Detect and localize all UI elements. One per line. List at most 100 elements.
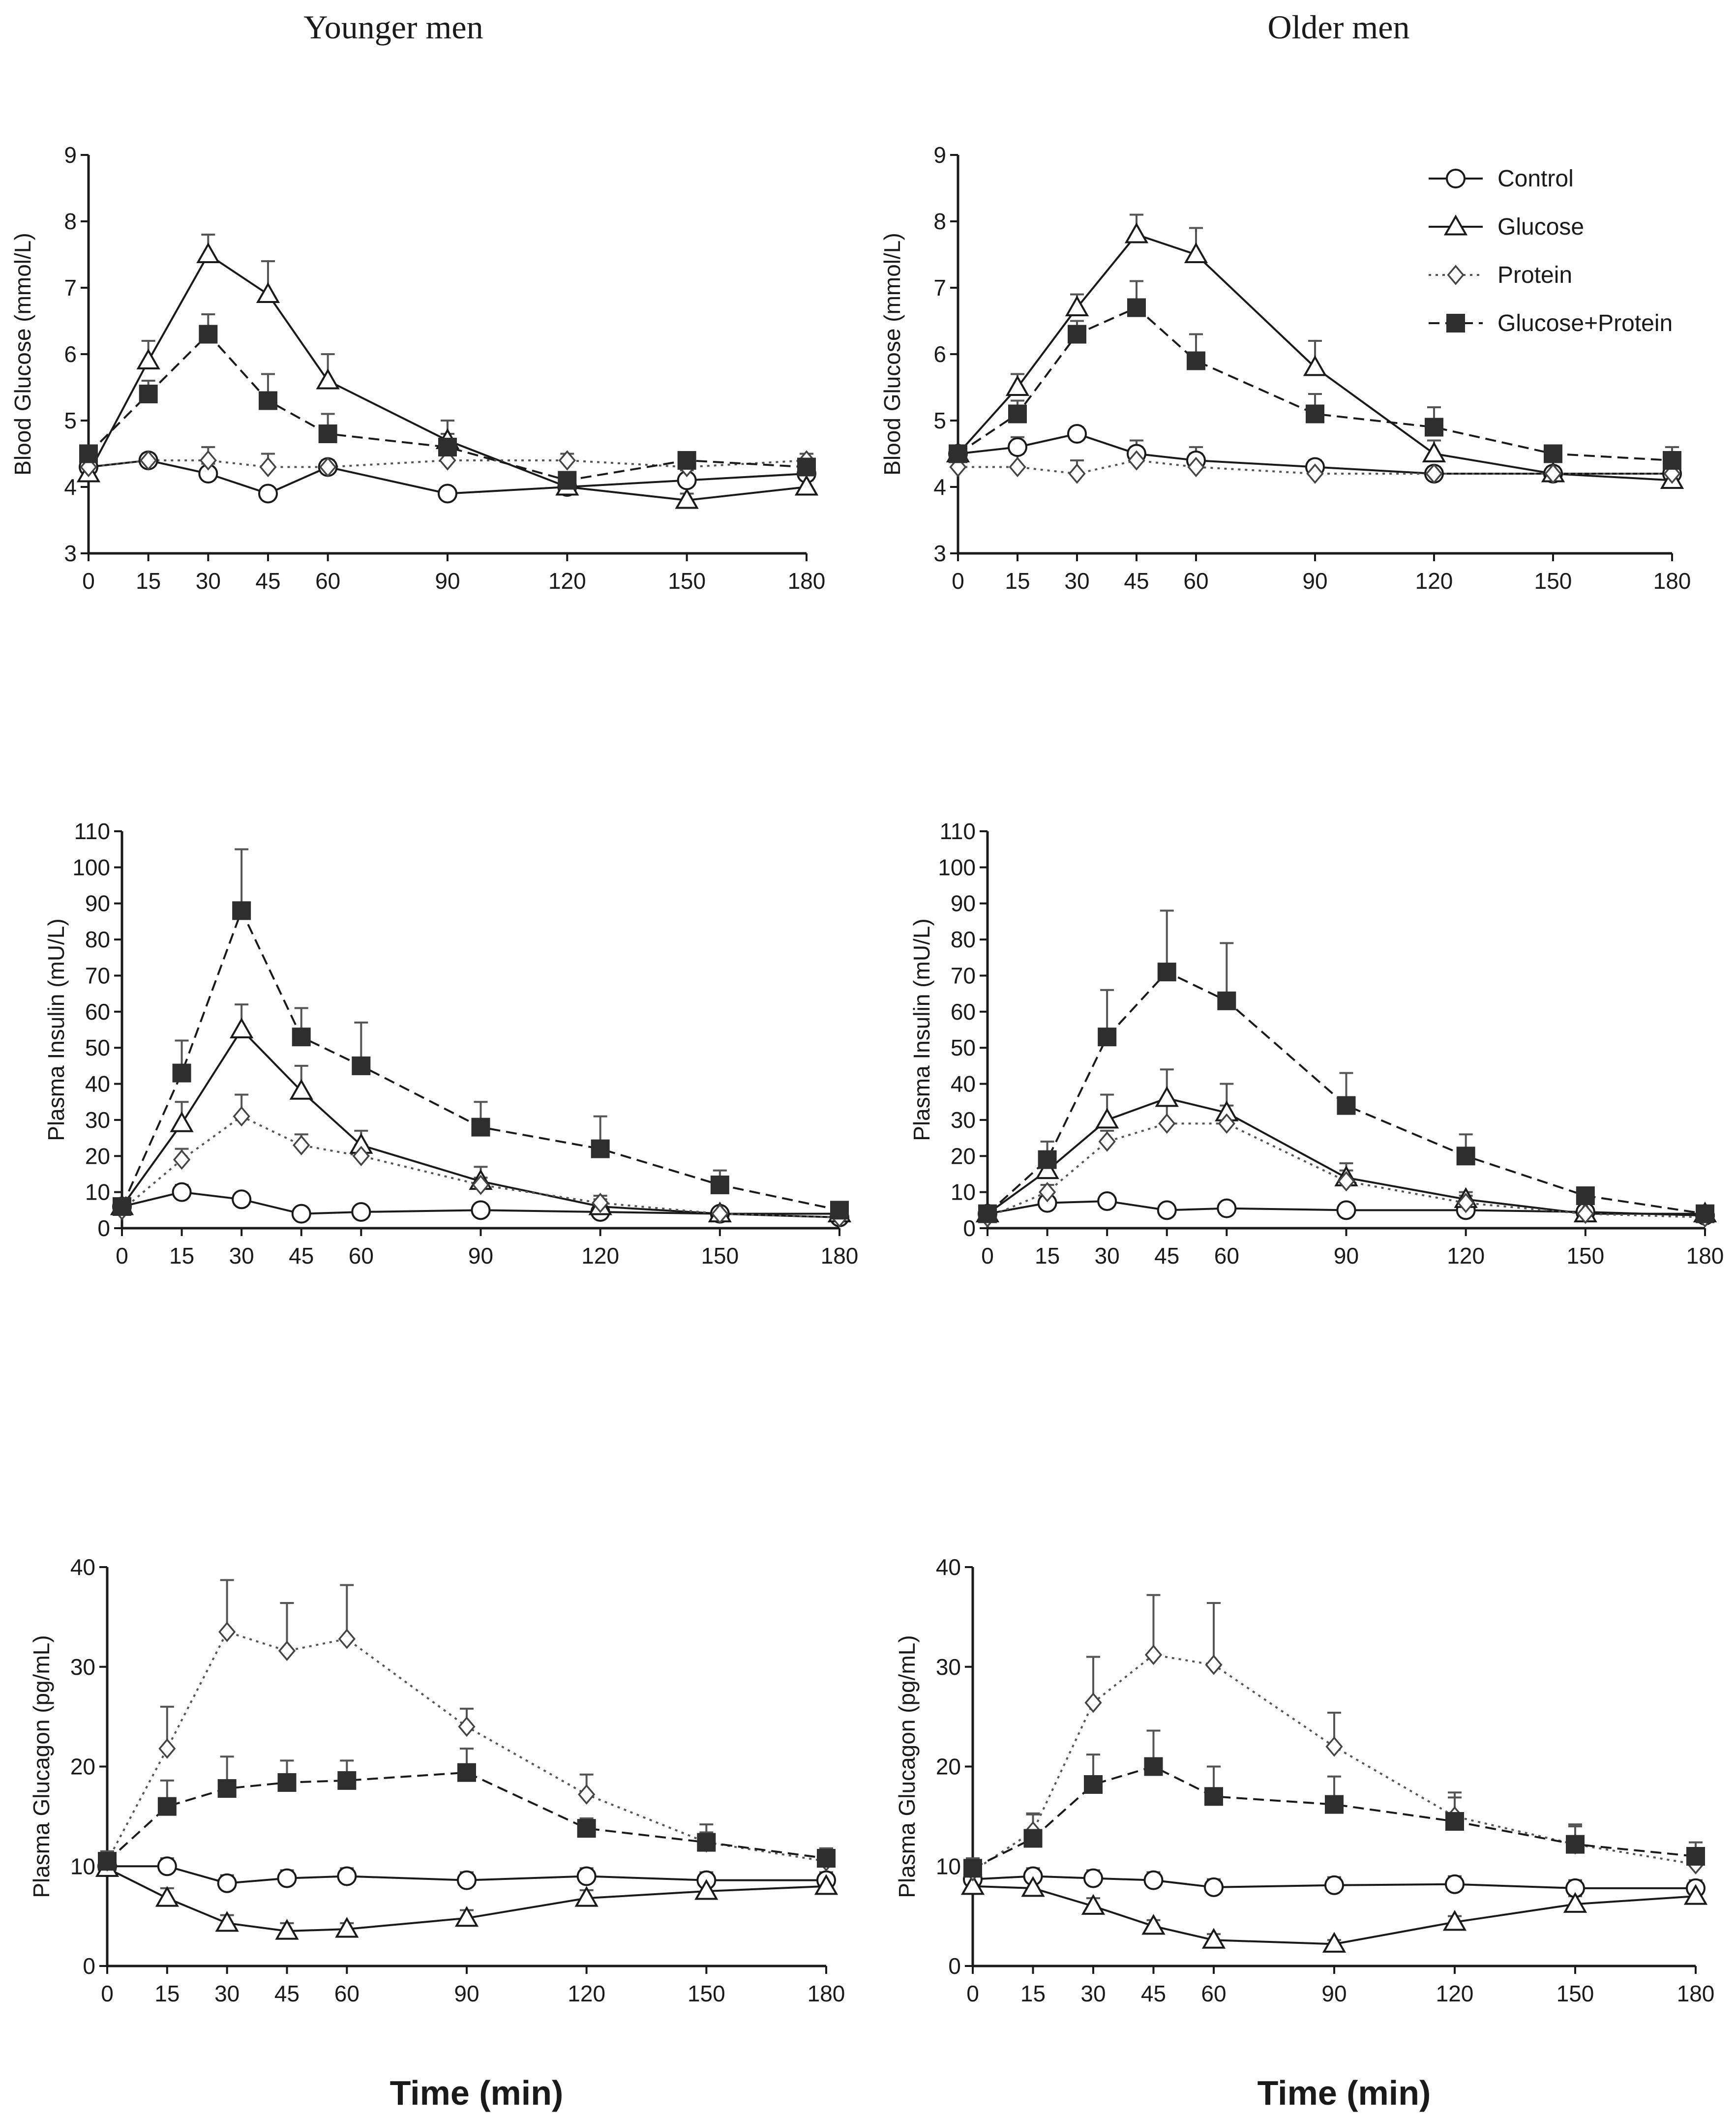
chart-younger-glucagon: 0 10 20 30 40 0 15 30 45 60 90 120 150 180 Plasma Gluc… bbox=[29, 1554, 845, 2112]
y-tick-label: 0 bbox=[97, 1215, 110, 1241]
y-tick-label: 10 bbox=[951, 1179, 976, 1205]
glucose-marker bbox=[1021, 1876, 1045, 1897]
glucose-protein-marker bbox=[1098, 1028, 1117, 1047]
glucose-protein-marker bbox=[337, 1771, 357, 1790]
legend-item-control: Control bbox=[1429, 166, 1574, 192]
x-tick-label: 30 bbox=[214, 1981, 239, 2006]
glucose-protein-marker bbox=[232, 901, 251, 920]
protein-series-line bbox=[106, 1631, 827, 1863]
glucose-protein-marker bbox=[677, 451, 696, 470]
control-marker bbox=[1143, 1870, 1164, 1890]
glucose-protein-marker bbox=[710, 1175, 729, 1194]
x-tick-label: 120 bbox=[1436, 1981, 1474, 2006]
x-tick-label: 45 bbox=[274, 1981, 299, 2006]
protein-marker bbox=[1205, 1654, 1223, 1675]
gp-series-markers bbox=[113, 901, 849, 1220]
protein-marker bbox=[1577, 1203, 1594, 1224]
glucose-protein-marker bbox=[1217, 991, 1236, 1010]
control-marker bbox=[1445, 1874, 1465, 1894]
x-tick-label: 30 bbox=[1095, 1243, 1120, 1269]
chart-older-insulin: 0 10 20 30 40 50 60 70 80 90 100 110 0 15 30 45 60 90 120 1… bbox=[909, 818, 1724, 1269]
glucose-marker bbox=[1322, 1932, 1347, 1953]
y-tick-label: 5 bbox=[64, 408, 77, 433]
x-tick-label: 30 bbox=[1080, 1981, 1106, 2006]
y-tick-label: 90 bbox=[951, 891, 976, 916]
control-series-markers bbox=[97, 1856, 836, 1893]
x-tick-label: 90 bbox=[435, 568, 460, 594]
protein-marker bbox=[458, 1716, 476, 1737]
glucose-protein-marker bbox=[352, 1056, 371, 1075]
x-tick-label: 15 bbox=[1005, 568, 1030, 594]
legend-label: Glucose bbox=[1497, 214, 1584, 240]
glucose-marker bbox=[794, 475, 819, 496]
x-tick-label: 180 bbox=[1686, 1243, 1724, 1269]
glucose-protein-marker bbox=[98, 1852, 117, 1871]
control-marker bbox=[291, 1204, 311, 1224]
gp-series-line bbox=[957, 306, 1673, 461]
y-tick-label: 4 bbox=[933, 474, 946, 500]
glucose-protein-marker bbox=[113, 1197, 131, 1216]
protein-marker bbox=[1038, 1181, 1056, 1203]
glucose-protein-marker bbox=[1686, 1846, 1705, 1866]
x-tick-label: 15 bbox=[1020, 1981, 1046, 2006]
glucose-marker bbox=[814, 1874, 838, 1895]
x-tick-label: 120 bbox=[568, 1981, 605, 2006]
glucose-protein-marker bbox=[217, 1779, 237, 1798]
y-tick-label: 10 bbox=[936, 1853, 961, 1879]
gp-series-line bbox=[106, 1771, 827, 1862]
gp-series-markers bbox=[963, 1757, 1705, 1878]
control-marker bbox=[1067, 424, 1087, 444]
protein-marker bbox=[1544, 463, 1562, 484]
glucose-marker bbox=[215, 1911, 239, 1932]
x-tick-label: 90 bbox=[1334, 1243, 1359, 1269]
protein-marker bbox=[338, 1629, 356, 1649]
protein-marker bbox=[439, 450, 456, 471]
x-axis-label: Time (min) bbox=[390, 2074, 564, 2112]
glucose-protein-marker bbox=[830, 1201, 849, 1220]
glucose-protein-marker bbox=[963, 1859, 982, 1878]
protein-marker bbox=[1128, 450, 1145, 471]
protein-marker bbox=[1457, 1192, 1475, 1213]
x-tick-label: 60 bbox=[349, 1243, 374, 1269]
x-tick-label: 0 bbox=[101, 1981, 114, 2006]
protein-series-markers bbox=[964, 1644, 1705, 1882]
control-marker bbox=[172, 1182, 192, 1202]
glucose-protein-marker bbox=[1446, 314, 1465, 333]
y-tick-label: 60 bbox=[85, 999, 110, 1025]
control-marker bbox=[1157, 1200, 1177, 1220]
y-tick-label: 30 bbox=[70, 1654, 95, 1680]
glucose-protein-marker bbox=[318, 424, 337, 443]
glucose-marker bbox=[694, 1879, 718, 1900]
glucose-protein-marker bbox=[1204, 1787, 1223, 1806]
x-tick-label: 30 bbox=[229, 1243, 254, 1269]
control-marker bbox=[438, 484, 457, 504]
x-tick-label: 120 bbox=[1447, 1243, 1485, 1269]
y-tick-label: 40 bbox=[951, 1071, 976, 1097]
control-marker bbox=[1336, 1200, 1356, 1220]
y-tick-label: 10 bbox=[70, 1853, 95, 1879]
glucose-marker bbox=[454, 1905, 479, 1927]
protein-series-line bbox=[958, 459, 1672, 475]
glucose-protein-marker bbox=[817, 1849, 836, 1868]
y-tick-label: 20 bbox=[951, 1143, 976, 1169]
glucose-marker bbox=[1095, 1108, 1119, 1129]
glucose-series-markers bbox=[960, 1874, 1708, 1953]
protein-marker bbox=[1009, 456, 1026, 478]
glucose-marker bbox=[1155, 1086, 1179, 1107]
x-tick-label: 150 bbox=[668, 568, 706, 594]
glucose-protein-marker bbox=[1576, 1186, 1595, 1205]
glucose-protein-marker bbox=[949, 444, 967, 463]
y-axis-label: Plasma Glucagon (pg/mL) bbox=[29, 1635, 54, 1898]
protein-marker bbox=[233, 1106, 250, 1127]
x-tick-label: 60 bbox=[1201, 1981, 1226, 2006]
protein-marker bbox=[472, 1175, 490, 1195]
glucose-marker bbox=[1124, 222, 1149, 243]
glucose-protein-marker bbox=[292, 1028, 311, 1047]
glucose-protein-marker bbox=[1157, 963, 1176, 982]
glucose-marker bbox=[275, 1919, 299, 1940]
protein-series-markers bbox=[949, 450, 1681, 484]
glucose-marker bbox=[136, 348, 160, 370]
glucose-marker bbox=[196, 242, 220, 264]
